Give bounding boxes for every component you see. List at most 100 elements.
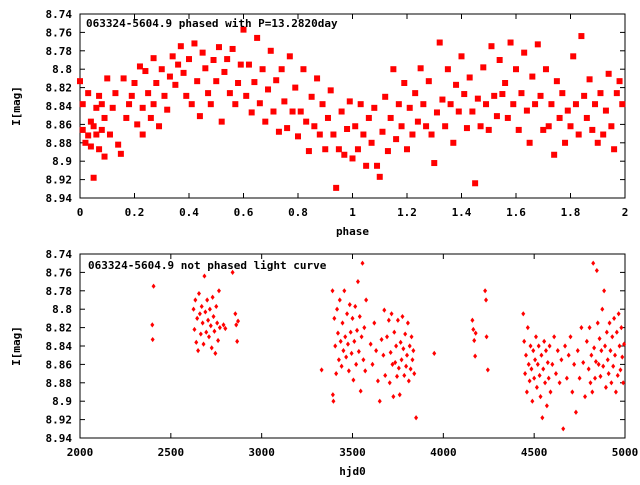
data-point [611,363,616,369]
data-point [544,403,549,409]
data-point [233,311,238,317]
data-point [391,394,396,400]
data-point [375,378,380,384]
data-point [480,64,487,71]
data-point [215,320,220,326]
data-point [496,57,503,63]
x-tick-label: 0 [77,206,84,219]
data-point [392,329,397,335]
y-tick-label: 8.74 [46,8,73,21]
data-point [556,114,563,121]
data-point [82,139,89,146]
data-point [473,330,478,336]
y-tick-label: 8.8 [52,63,72,76]
data-point [423,123,430,130]
data-point [453,81,460,88]
data-point [284,125,291,132]
data-point [387,114,394,121]
data-point [235,80,242,86]
data-point [552,334,557,340]
data-point [360,131,367,138]
data-point [316,131,323,138]
data-point [470,317,475,323]
data-point [197,311,202,317]
data-point [194,339,199,345]
data-point [469,108,476,115]
chart-panel-2: 8.74 8.76 8.78 8.8 8.82 8.84 8.86 8.88 8.9 8.92 8.… [10,248,638,478]
data-point [206,334,211,340]
data-point [207,306,212,312]
chart-title: 063324-5604.9 phased with P=13.2820day [86,17,338,30]
data-point [398,339,403,345]
data-point [237,61,244,68]
data-point [85,132,92,139]
data-point [345,341,350,347]
data-point [357,101,364,108]
data-point [575,348,580,354]
data-point [596,361,601,367]
data-point [319,101,326,108]
data-point [617,343,622,349]
data-point [336,357,341,363]
data-point [409,131,416,138]
data-point [474,95,481,102]
data-point [534,384,539,390]
data-point [202,65,209,72]
data-point [150,336,155,343]
data-point [613,389,618,395]
data-point [548,101,555,108]
data-point [145,90,152,97]
x-axis-label: phase [336,225,369,238]
data-point [432,350,437,356]
data-point [394,343,399,349]
data-point [385,334,390,340]
data-point [412,371,417,377]
data-point [96,92,103,99]
data-point [196,113,203,120]
y-tick-label: 8.82 [46,322,73,335]
x-tick-label: 4500 [521,446,548,459]
data-point [303,118,310,125]
data-point [570,389,575,395]
data-point [234,322,239,328]
data-point [191,306,196,312]
data-point [150,101,157,108]
y-tick-label: 8.88 [46,137,73,150]
chart-panel-1: 8.74 8.76 8.78 8.8 8.82 8.84 8.86 8.88 8.9 8.92 8.… [10,8,628,238]
data-point [371,104,378,111]
data-point [355,327,360,333]
data-point [136,63,143,70]
data-point [217,325,222,331]
data-point [349,155,356,162]
data-point [471,326,476,333]
data-point [600,131,607,138]
data-point [142,68,149,75]
data-point [600,306,605,312]
data-point [377,398,382,404]
data-point [405,320,410,326]
data-point [603,384,608,390]
data-point [381,352,386,358]
y-tick-label: 8.82 [46,82,73,95]
data-point [414,415,419,421]
x-tick-label: 5000 [612,446,639,459]
data-point [463,125,470,132]
data-point [522,338,527,344]
data-point [211,313,216,320]
data-point [444,66,451,73]
data-point [340,320,345,326]
data-point [551,151,558,158]
data-point [532,101,539,108]
data-point [387,380,392,386]
data-point [379,128,386,135]
data-point [433,109,440,116]
data-point [300,66,307,73]
data-point [180,69,187,76]
data-point [406,104,413,111]
y-tick-label: 8.76 [46,26,73,39]
x-tick-label: 3500 [339,446,366,459]
data-point [333,184,340,191]
data-point [386,317,391,323]
data-point [513,66,519,73]
data-point [572,101,579,108]
